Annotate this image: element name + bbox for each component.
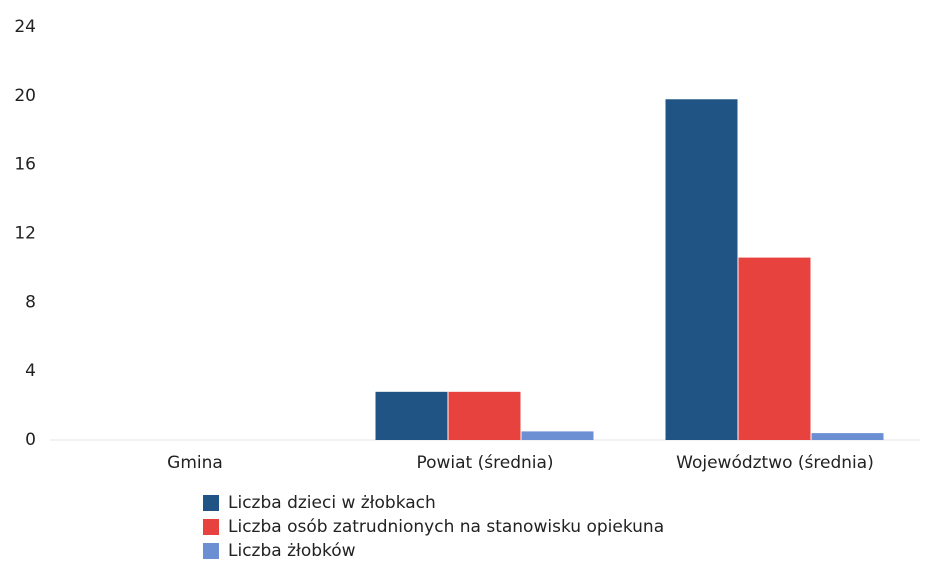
y-tick-label: 16 (14, 155, 36, 175)
legend-label: Liczba żłobków (228, 541, 356, 561)
bar (448, 391, 521, 440)
y-tick-label: 0 (25, 430, 36, 450)
legend-label: Liczba osób zatrudnionych na stanowisku … (228, 517, 664, 537)
y-tick-label: 20 (14, 86, 36, 106)
legend-swatch (203, 495, 219, 511)
x-tick-label: Województwo (średnia) (676, 453, 874, 473)
bar (375, 391, 448, 440)
legend-swatch (203, 519, 219, 535)
bar (811, 433, 884, 440)
bar (521, 431, 594, 440)
y-tick-label: 24 (14, 17, 36, 37)
bar (738, 257, 811, 440)
bar (665, 99, 738, 441)
y-tick-label: 4 (25, 361, 36, 381)
x-tick-label: Powiat (średnia) (416, 453, 553, 473)
legend-swatch (203, 543, 219, 559)
legend-label: Liczba dzieci w żłobkach (228, 493, 436, 513)
y-tick-label: 12 (14, 224, 36, 244)
x-tick-label: Gmina (167, 453, 223, 473)
y-tick-label: 8 (25, 292, 36, 312)
